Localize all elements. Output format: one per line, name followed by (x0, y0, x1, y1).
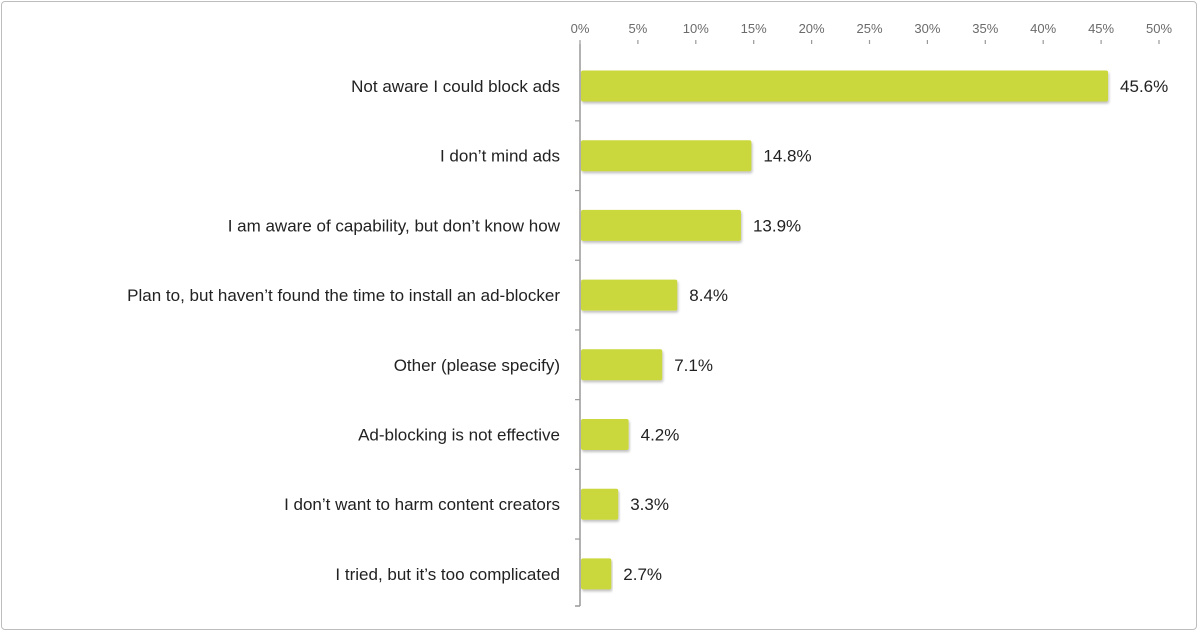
category-label: I tried, but it’s too complicated (335, 565, 560, 584)
x-tick-label: 35% (972, 21, 998, 36)
category-label: Plan to, but haven’t found the time to i… (127, 286, 560, 305)
category-label: I don’t mind ads (440, 147, 560, 166)
bar (581, 279, 678, 311)
x-tick-label: 20% (799, 21, 825, 36)
bar (581, 349, 663, 381)
x-tick-label: 25% (856, 21, 882, 36)
bar (581, 488, 619, 520)
data-label: 45.6% (1120, 77, 1168, 96)
x-tick-label: 40% (1030, 21, 1056, 36)
bar (581, 558, 612, 590)
bar (581, 140, 752, 172)
x-tick-label: 50% (1146, 21, 1172, 36)
category-label: Ad-blocking is not effective (358, 426, 560, 445)
x-tick-label: 45% (1088, 21, 1114, 36)
x-tick-label: 10% (683, 21, 709, 36)
category-label: I am aware of capability, but don’t know… (228, 216, 561, 235)
x-tick-label: 15% (741, 21, 767, 36)
data-label: 14.8% (763, 147, 811, 166)
data-label: 2.7% (623, 565, 662, 584)
data-label: 8.4% (689, 286, 728, 305)
category-label: Other (please specify) (394, 356, 560, 375)
bar (581, 209, 741, 241)
data-label: 4.2% (641, 426, 680, 445)
data-label: 7.1% (674, 356, 713, 375)
bar (581, 419, 629, 450)
category-label: I don’t want to harm content creators (284, 495, 560, 514)
x-tick-label: 0% (571, 21, 590, 36)
category-label: Not aware I could block ads (351, 77, 560, 96)
x-tick-label: 30% (914, 21, 940, 36)
data-label: 13.9% (753, 216, 801, 235)
data-label: 3.3% (630, 495, 669, 514)
x-tick-label: 5% (629, 21, 648, 36)
bar (581, 70, 1109, 102)
